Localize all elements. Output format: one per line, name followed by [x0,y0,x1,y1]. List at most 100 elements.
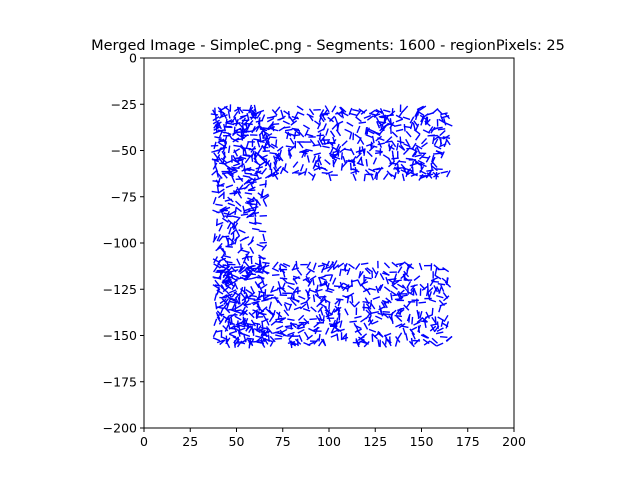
segment [218,142,226,148]
segment [430,163,433,171]
segment [357,156,363,164]
segment [406,168,412,176]
segment [213,318,218,327]
segment [230,308,238,313]
segment [250,236,255,244]
segment [414,161,422,167]
segment [349,132,353,140]
segment [236,322,241,330]
segment [403,143,411,148]
segment [269,136,277,139]
segment [261,144,267,152]
segment [360,283,367,291]
segment [432,107,439,114]
segment [355,116,362,123]
segment [352,108,360,112]
segment [303,317,310,325]
segment [401,284,408,292]
segment [377,330,384,338]
segment [419,162,427,168]
segment [372,167,381,171]
segment [261,298,269,302]
y-tick-label: −25 [111,97,137,112]
segment [280,109,284,118]
segment [328,115,336,122]
segment [287,331,295,336]
segment [374,151,383,155]
segment [329,146,334,155]
segment [338,282,345,289]
segment [342,155,347,164]
segment [292,161,299,168]
y-tick-label: −150 [103,328,137,343]
segment [257,263,261,271]
segment [379,273,385,281]
segment [236,133,244,139]
segment [437,282,446,286]
segment [429,279,435,287]
segment [312,262,317,270]
segment [341,140,348,147]
segment [216,184,220,193]
segment [278,149,282,158]
segment [440,284,445,292]
segment [302,124,311,130]
segment [230,229,237,236]
segment [237,324,246,328]
segment [237,341,246,345]
segment [222,325,229,332]
segment [434,267,438,276]
segment [378,305,386,311]
segment [227,196,234,203]
segment [240,213,249,216]
segment [262,233,266,242]
segment [264,297,272,301]
segment [220,105,228,111]
segment [403,270,410,278]
segment [216,233,221,242]
segment [427,134,435,137]
segment [428,298,437,303]
segment [254,151,261,158]
segment [369,299,373,308]
segment [233,144,241,148]
segment [324,274,332,277]
segment [256,140,261,148]
segment [419,310,423,319]
segment [364,276,372,280]
segment [254,281,260,289]
segment [394,298,403,301]
segment [221,217,229,223]
segment [383,332,392,337]
segment [244,192,253,195]
segment [421,142,428,148]
segment [232,148,241,154]
segment [245,124,251,132]
segment [243,278,252,281]
segment [439,129,446,137]
segment [305,275,311,283]
segment [356,137,362,145]
segment [271,109,278,116]
segment [362,301,370,304]
x-tick-label: 150 [410,434,434,449]
segment [248,311,255,319]
segment [270,288,279,293]
segment [349,300,356,308]
segment [376,121,381,129]
segment [409,287,416,295]
segment [222,286,230,293]
segment [251,109,256,117]
segment [398,289,405,296]
segment [244,122,249,130]
segment [391,108,394,116]
segment [293,129,301,135]
segment [430,126,436,134]
segment [433,285,439,293]
segment [273,161,278,169]
segment [422,333,430,339]
segment [367,314,372,323]
x-tick-label: 125 [363,434,387,449]
segment [375,117,381,125]
segment [232,325,238,333]
